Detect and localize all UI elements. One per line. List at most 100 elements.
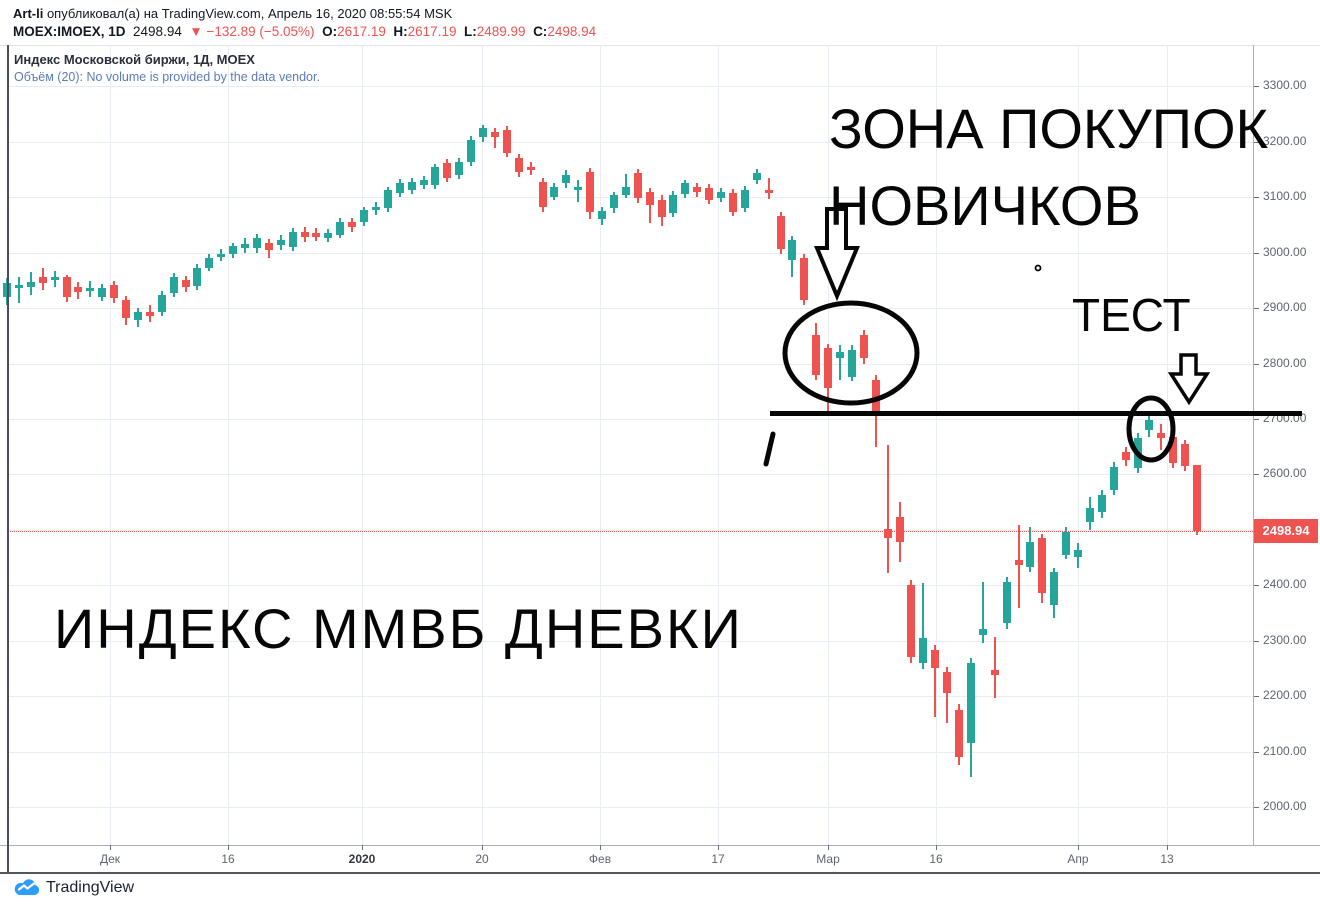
time-axis-tick (718, 845, 719, 850)
price-axis-label[interactable]: 2600.00 (1263, 466, 1307, 481)
candle-body (562, 174, 571, 184)
candle-body (966, 663, 975, 743)
candle-body (229, 245, 238, 254)
candle-body (1074, 549, 1082, 558)
price-axis-label[interactable]: 3000.00 (1263, 244, 1307, 259)
candle-body (955, 709, 963, 757)
candle-body (1133, 437, 1142, 468)
price-gridline (8, 751, 1253, 753)
candle-body (336, 222, 345, 235)
candle-body (836, 352, 844, 358)
candle-body (776, 215, 785, 250)
time-axis-label[interactable]: 16 (221, 852, 235, 866)
tradingview-brand-text[interactable]: TradingView (46, 879, 135, 896)
candle-body (1050, 572, 1059, 606)
candle-body (157, 295, 166, 313)
candle-body (1121, 451, 1130, 461)
candle-body (264, 243, 273, 251)
candle-wick (946, 666, 949, 723)
time-axis-label[interactable]: Дек (99, 852, 121, 866)
candle-body (443, 163, 452, 179)
tradingview-logo-icon[interactable] (13, 877, 41, 899)
price-axis-label[interactable]: 3100.00 (1263, 189, 1307, 204)
candle-body (514, 158, 523, 173)
price-axis-label[interactable]: 2200.00 (1263, 688, 1307, 703)
candle-body (193, 268, 202, 286)
time-axis-label[interactable]: Фев (588, 852, 612, 866)
candle-body (419, 179, 428, 185)
candle-body (467, 139, 476, 163)
chart-left-border (7, 45, 9, 873)
price-axis-separator (1253, 45, 1254, 845)
candle-wick (886, 445, 889, 573)
candle-body (288, 232, 297, 248)
candle-body (122, 300, 130, 319)
candle-body (717, 192, 725, 199)
candle-body (800, 257, 809, 301)
candle-body (740, 189, 749, 209)
candle-body (705, 188, 714, 200)
time-gridline (482, 45, 483, 845)
time-axis-label[interactable]: 13 (1160, 852, 1174, 866)
candle-body (812, 335, 821, 376)
price-axis-label[interactable]: 2900.00 (1263, 300, 1307, 315)
candle-body (133, 312, 142, 321)
price-axis-label[interactable]: 2800.00 (1263, 355, 1307, 370)
candle-body (383, 189, 392, 209)
candle-body (1181, 443, 1190, 467)
time-axis-tick (936, 845, 937, 850)
time-axis-label[interactable]: 17 (711, 852, 725, 866)
annotation-test-text: ТЕСТ (1072, 289, 1191, 341)
author-name: Art-li (13, 6, 44, 21)
price-gridline (8, 640, 1253, 642)
candle-body (550, 187, 559, 198)
candle-body (907, 584, 916, 657)
time-gridline (718, 45, 719, 845)
candle-body (752, 173, 761, 181)
low-value: 2489.99 (476, 24, 526, 39)
candle-body (871, 380, 880, 412)
price-axis-label[interactable]: 3300.00 (1263, 78, 1307, 93)
publish-info-line: Art-li опубликовал(а) на TradingView.com… (13, 6, 452, 21)
time-axis-tick (362, 845, 363, 850)
price-axis-label[interactable]: 3200.00 (1263, 133, 1307, 148)
last-price-value: 2498.94 (133, 24, 182, 39)
candle-body (526, 166, 535, 171)
candle-body (14, 285, 23, 289)
candle-body (1026, 542, 1035, 568)
candle-body (276, 240, 285, 245)
price-axis-label[interactable]: 2400.00 (1263, 577, 1307, 592)
price-gridline (8, 585, 1253, 587)
candle-body (1097, 494, 1106, 513)
price-axis-label[interactable]: 2100.00 (1263, 743, 1307, 758)
time-axis-tick (228, 845, 229, 850)
price-gridline (8, 252, 1253, 254)
time-axis-label[interactable]: 2020 (348, 852, 376, 866)
candle-wick (839, 345, 841, 381)
price-axis-label[interactable]: 2000.00 (1263, 799, 1307, 814)
time-axis-label[interactable]: Апр (1067, 852, 1089, 866)
candle-body (1085, 508, 1094, 523)
symbol-name[interactable]: MOEX:IMOEX, 1D (13, 24, 126, 39)
time-axis-tick (600, 845, 601, 850)
candle-body (943, 671, 952, 694)
candle-body (1157, 433, 1166, 438)
price-gridline (8, 807, 1253, 809)
candle-body (241, 243, 249, 249)
price-axis-label[interactable]: 2300.00 (1263, 632, 1307, 647)
low-label: L: (463, 24, 477, 39)
candle-body (574, 186, 583, 190)
close-value: 2498.94 (547, 24, 597, 39)
time-axis-label[interactable]: Мар (816, 852, 840, 866)
candle-body (633, 173, 642, 199)
time-axis-label[interactable]: 16 (929, 852, 943, 866)
candle-wick (934, 645, 937, 717)
candle-wick (767, 178, 770, 200)
price-axis-label[interactable]: 2700.00 (1263, 411, 1307, 425)
time-axis-label[interactable]: 20 (475, 852, 489, 866)
chart-legend-volume[interactable]: Объём (20): No volume is provided by the… (14, 70, 320, 84)
annotation-buy-zone-text: ЗОНА ПОКУПОК НОВИЧКОВ (829, 90, 1268, 244)
candle-body (883, 528, 892, 538)
chart-legend-title[interactable]: Индекс Московской биржи, 1Д, MOEX (14, 52, 255, 67)
